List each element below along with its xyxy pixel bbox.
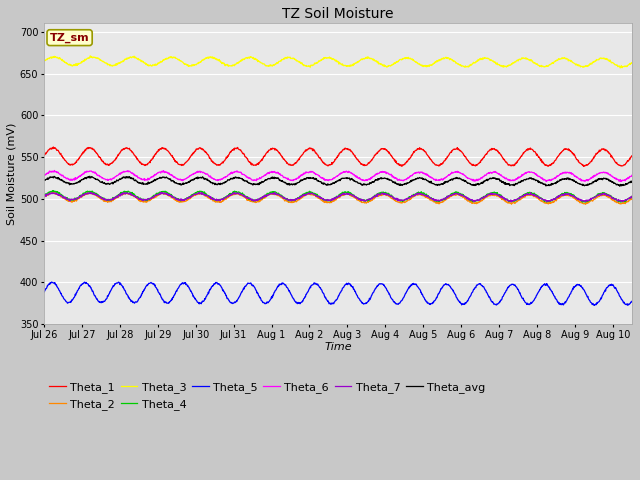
Theta_1 [580, 164, 588, 169]
Theta_2 [86, 190, 93, 195]
Theta_3 [375, 60, 383, 66]
Theta_7 [628, 193, 636, 199]
Theta_6 [302, 169, 310, 175]
Theta_1 [110, 158, 118, 164]
Theta_6 [290, 177, 298, 183]
Theta_4 [313, 192, 321, 197]
Theta_1 [313, 150, 321, 156]
Theta_5 [290, 296, 298, 302]
Theta_4 [86, 189, 93, 195]
Theta_2 [50, 189, 58, 195]
Theta_4 [375, 191, 383, 196]
Theta_2 [290, 199, 298, 204]
Theta_5 [48, 279, 56, 285]
Theta_avg [375, 177, 383, 182]
Theta_avg [110, 180, 118, 185]
Theta_6 [628, 172, 636, 178]
Line: Theta_6: Theta_6 [44, 170, 632, 181]
Theta_7 [290, 197, 298, 203]
Legend: Theta_1, Theta_2, Theta_3, Theta_4, Theta_5, Theta_6, Theta_7, Theta_avg: Theta_1, Theta_2, Theta_3, Theta_4, Thet… [45, 378, 490, 414]
Theta_4 [302, 190, 310, 196]
Theta_7 [40, 193, 48, 199]
Theta_1 [628, 153, 636, 159]
Theta_4 [617, 199, 625, 205]
Theta_2 [582, 202, 589, 207]
Theta_1 [375, 148, 383, 154]
Theta_3 [616, 65, 624, 71]
Text: TZ_sm: TZ_sm [50, 33, 90, 43]
Y-axis label: Soil Moisture (mV): Soil Moisture (mV) [7, 122, 17, 225]
Theta_7 [508, 199, 515, 204]
Theta_1 [86, 145, 93, 151]
Theta_7 [109, 195, 117, 201]
Theta_avg [86, 175, 93, 180]
Theta_2 [628, 196, 636, 202]
Title: TZ Soil Moisture: TZ Soil Moisture [282, 7, 394, 21]
Theta_2 [302, 192, 310, 198]
Theta_avg [290, 181, 298, 187]
Theta_6 [313, 172, 321, 178]
Theta_5 [591, 302, 598, 308]
Theta_avg [86, 173, 93, 179]
Theta_1 [302, 148, 310, 154]
Theta_1 [40, 153, 48, 158]
Theta_5 [40, 288, 48, 294]
Theta_5 [313, 281, 321, 287]
Line: Theta_1: Theta_1 [44, 147, 632, 167]
Line: Theta_avg: Theta_avg [44, 176, 632, 186]
Theta_6 [40, 173, 48, 179]
Theta_2 [40, 194, 48, 200]
Theta_4 [290, 197, 298, 203]
Theta_5 [86, 283, 93, 288]
Line: Theta_4: Theta_4 [44, 191, 632, 202]
Theta_2 [110, 196, 118, 202]
Theta_4 [40, 192, 48, 198]
Theta_2 [375, 193, 383, 199]
Theta_7 [375, 192, 383, 198]
Theta_3 [86, 53, 94, 59]
Theta_6 [543, 179, 550, 184]
Theta_1 [49, 144, 57, 150]
Theta_4 [110, 195, 118, 201]
Theta_3 [290, 55, 298, 61]
Theta_5 [110, 283, 118, 289]
Theta_avg [313, 176, 321, 182]
Theta_5 [302, 291, 310, 297]
Theta_avg [616, 183, 623, 189]
Theta_7 [313, 192, 321, 198]
Theta_avg [40, 177, 48, 183]
Theta_4 [49, 188, 56, 193]
Theta_avg [302, 176, 310, 182]
Theta_7 [86, 191, 93, 196]
Theta_3 [40, 58, 48, 63]
Theta_avg [628, 178, 636, 184]
Theta_2 [313, 193, 321, 199]
Theta_6 [110, 175, 118, 181]
Theta_4 [628, 193, 636, 199]
Line: Theta_2: Theta_2 [44, 192, 632, 204]
Theta_6 [86, 168, 93, 174]
X-axis label: Time: Time [324, 342, 352, 352]
Theta_6 [375, 170, 383, 176]
Theta_7 [230, 190, 238, 195]
Theta_3 [110, 63, 118, 69]
Line: Theta_5: Theta_5 [44, 282, 632, 305]
Theta_1 [290, 161, 298, 167]
Theta_5 [628, 299, 636, 304]
Theta_6 [51, 168, 58, 173]
Line: Theta_7: Theta_7 [44, 192, 632, 202]
Theta_3 [86, 55, 93, 61]
Theta_7 [302, 192, 310, 197]
Theta_5 [375, 281, 383, 287]
Theta_3 [302, 63, 310, 69]
Line: Theta_3: Theta_3 [44, 56, 632, 68]
Theta_3 [628, 60, 636, 66]
Theta_3 [313, 60, 321, 66]
